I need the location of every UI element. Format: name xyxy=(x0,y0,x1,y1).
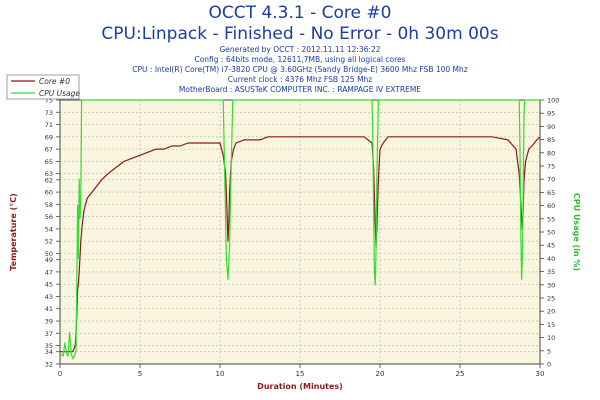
info-config: Config : 64bits mode, 12611,7MB, using a… xyxy=(194,55,406,64)
y2-tick-label: 95 xyxy=(547,110,555,118)
y-tick-label: 63 xyxy=(45,170,53,178)
info-cpu: CPU : Intel(R) Core(TM) i7-3820 CPU @ 3.… xyxy=(132,65,468,74)
y-tick-label: 50 xyxy=(45,250,53,258)
info-generated: Generated by OCCT : 2012.11.11 12:36:22 xyxy=(219,45,381,54)
chart-subtitle: CPU:Linpack - Finished - No Error - 0h 3… xyxy=(101,24,499,44)
info-clock: Current clock : 4376 Mhz FSB 125 Mhz xyxy=(227,75,373,84)
x-tick-label: 25 xyxy=(456,370,465,378)
y-tick-label: 41 xyxy=(45,305,53,313)
y-tick-label: 58 xyxy=(45,201,53,209)
y-tick-label: 71 xyxy=(45,121,53,129)
legend: Core #0 CPU Usage xyxy=(6,74,80,100)
x-tick-label: 10 xyxy=(216,370,225,378)
y-tick-label: 45 xyxy=(45,281,53,289)
y2-axis-title: CPU Usage (in %) xyxy=(572,193,581,271)
x-tick-label: 0 xyxy=(58,370,62,378)
chart-title: OCCT 4.3.1 - Core #0 xyxy=(208,3,392,23)
y2-tick-label: 90 xyxy=(547,123,555,131)
y-tick-label: 32 xyxy=(45,361,53,369)
y-tick-label: 62 xyxy=(45,176,53,184)
y-axis-title: Temperature (°C) xyxy=(9,193,18,271)
y2-tick-label: 75 xyxy=(547,163,555,171)
grid-lines xyxy=(60,100,540,364)
y-tick-label: 69 xyxy=(45,133,53,141)
y-tick-label: 65 xyxy=(45,158,53,166)
y2-tick-label: 80 xyxy=(547,149,555,157)
x-tick-label: 30 xyxy=(536,370,545,378)
y2-tick-label: 100 xyxy=(547,97,559,105)
info-motherboard: MotherBoard : ASUSTeK COMPUTER INC. : RA… xyxy=(178,85,422,94)
y2-tick-label: 60 xyxy=(547,202,555,210)
y2-tick-label: 55 xyxy=(547,215,555,223)
axis-ticks: 0 5 10 15 20 25 303234353739414345474950525456… xyxy=(45,97,560,379)
y-tick-label: 60 xyxy=(45,189,53,197)
y2-tick-label: 65 xyxy=(547,189,555,197)
y-tick-label: 54 xyxy=(45,225,53,233)
y-tick-label: 73 xyxy=(45,109,53,117)
y-tick-label: 47 xyxy=(45,268,53,276)
y2-tick-label: 30 xyxy=(547,281,555,289)
x-tick-label: 15 xyxy=(296,370,305,378)
y2-tick-label: 85 xyxy=(547,136,555,144)
y2-tick-label: 45 xyxy=(547,242,555,250)
y2-tick-label: 25 xyxy=(547,295,555,303)
y-tick-label: 39 xyxy=(45,318,53,326)
y-tick-label: 35 xyxy=(45,342,53,350)
series-line-core0 xyxy=(60,136,541,353)
y2-tick-label: 10 xyxy=(547,334,555,342)
y2-tick-label: 70 xyxy=(547,176,555,184)
x-axis-title: Duration (Minutes) xyxy=(257,382,343,391)
series-lines xyxy=(59,99,541,360)
legend-label-core0: Core #0 xyxy=(39,77,70,86)
y-tick-label: 67 xyxy=(45,146,53,154)
y-tick-label: 37 xyxy=(45,330,53,338)
y-tick-label: 49 xyxy=(45,256,53,264)
y-tick-label: 34 xyxy=(45,348,53,356)
y2-tick-label: 15 xyxy=(547,321,555,329)
y-tick-label: 56 xyxy=(45,213,53,221)
y2-tick-label: 40 xyxy=(547,255,555,263)
y2-tick-label: 0 xyxy=(547,361,551,369)
series-line-cpu-usage xyxy=(59,99,540,360)
y-tick-label: 75 xyxy=(45,97,53,105)
x-tick-label: 20 xyxy=(376,370,385,378)
y-tick-label: 52 xyxy=(45,238,53,246)
y2-tick-label: 5 xyxy=(547,347,551,355)
y2-tick-label: 35 xyxy=(547,268,555,276)
legend-label-cpu-usage: CPU Usage xyxy=(39,89,80,98)
y-tick-label: 43 xyxy=(45,293,53,301)
x-tick-label: 5 xyxy=(138,370,142,378)
y2-tick-label: 20 xyxy=(547,308,555,316)
y2-tick-label: 50 xyxy=(547,229,555,237)
